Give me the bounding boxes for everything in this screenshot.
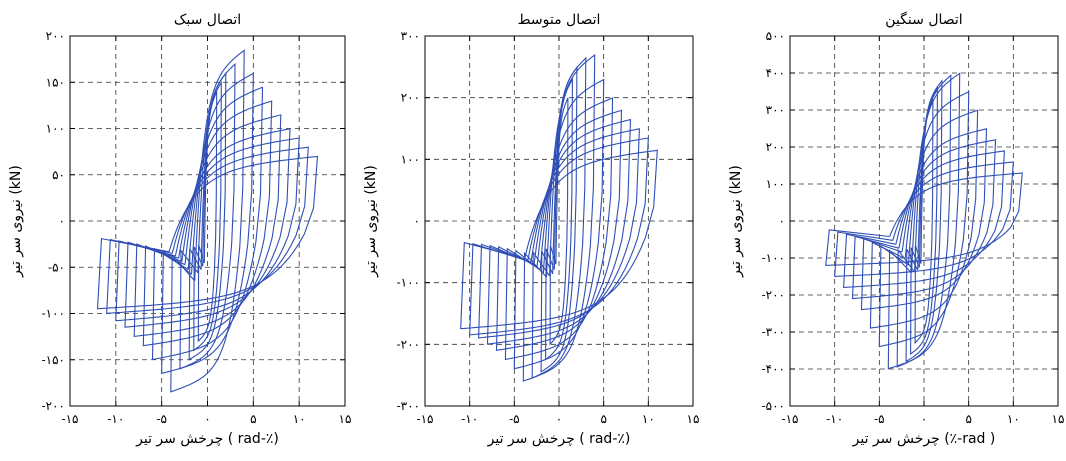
- y-tick-label: -۳۰۰: [762, 325, 785, 339]
- hysteresis-loop-13: [96, 155, 319, 310]
- hysteresis-loop-5: [887, 72, 961, 370]
- x-axis-label: چرخش سر تیر ( rad-٪): [135, 431, 279, 447]
- hysteresis-loop-12: [825, 172, 1023, 266]
- x-tick-label: ۱۰: [1007, 412, 1020, 426]
- chart-title: اتصال متوسط: [518, 12, 601, 28]
- x-axis-label-text: چرخش سر تیر: [487, 431, 580, 447]
- hysteresis-loop-12: [106, 146, 309, 314]
- hysteresis-loop-6: [161, 72, 254, 375]
- y-tick-label: ۱۵۰: [46, 75, 65, 89]
- hysteresis-loop-5: [170, 49, 245, 393]
- y-tick-label: -۱۰۰: [42, 307, 65, 321]
- hysteresis-loop-11: [115, 137, 300, 322]
- chart-title: اتصال سبک: [174, 12, 241, 28]
- hysteresis-loop-12: [460, 149, 658, 330]
- hysteresis-loop-11: [469, 137, 649, 336]
- chart-panel-2: -۱۵ -۱۰ -۵ ۰ ۵ ۱۰ ۱۵ -۳۰۰ -۲۰۰ -۱۰۰ ۰ ۱۰۰ ۲۰۰ ۳۰۰ اتصا…: [363, 12, 699, 447]
- x-tick-label: ۵: [600, 412, 606, 426]
- hysteresis-loop-9: [133, 114, 282, 338]
- x-tick-label: -۵: [156, 412, 167, 426]
- x-tick-label: ۰: [556, 412, 562, 426]
- x-tick-label: ۱۰: [642, 412, 655, 426]
- hysteresis-loop-6: [878, 91, 970, 348]
- hysteresis-loop-6: [513, 78, 605, 370]
- y-tick-label: ۲۰۰: [766, 140, 785, 154]
- hysteresis-loop-4: [179, 62, 236, 370]
- y-tick-label: ۲۰۰: [46, 29, 65, 43]
- x-tick-label: -۱۰: [461, 412, 478, 426]
- x-axis-unit: ( rad-٪): [228, 431, 279, 447]
- y-tick-label: -۲۰۰: [397, 337, 420, 351]
- hysteresis-loop-11: [834, 161, 1014, 277]
- x-axis-unit: (٪-rad ): [944, 431, 995, 447]
- y-tick-label: ۲۰۰: [401, 91, 420, 105]
- y-tick-label: ۵۰: [52, 168, 65, 182]
- x-tick-label: -۱۵: [62, 412, 79, 426]
- hysteresis-loop-5: [522, 53, 596, 382]
- y-tick-label: -۲۰۰: [762, 288, 785, 302]
- x-tick-label: -۱۰: [107, 412, 124, 426]
- x-axis-label-text: چرخش سر تیر: [135, 431, 228, 447]
- x-tick-label: -۱۰: [826, 412, 843, 426]
- x-tick-label: -۱۵: [417, 412, 434, 426]
- x-tick-label: ۵: [965, 412, 971, 426]
- y-tick-label: ۴۰۰: [766, 66, 785, 80]
- hysteresis-loop-9: [851, 139, 997, 300]
- x-axis-label: چرخش سر تیر (٪-rad ): [852, 431, 996, 447]
- y-tick-label: ۱۰۰: [401, 152, 420, 166]
- hysteresis-loop-7: [151, 86, 264, 361]
- hysteresis-loop-8: [142, 100, 273, 347]
- y-axis-label: نیروی سر تیر (kN): [363, 165, 379, 278]
- x-tick-label: -۵: [509, 412, 520, 426]
- x-tick-label: -۱۵: [782, 412, 799, 426]
- y-tick-label: ۰: [414, 214, 420, 228]
- hysteresis-loop-10: [124, 128, 291, 328]
- hysteresis-loop-10: [478, 128, 640, 339]
- y-tick-label: ۳۰۰: [401, 29, 420, 43]
- y-tick-label: ۱۰۰: [46, 122, 65, 136]
- hysteresis-loop-8: [495, 109, 623, 351]
- hysteresis-loop-7: [504, 97, 614, 361]
- x-axis-label-text: چرخش سر تیر: [852, 431, 945, 447]
- hysteresis-loop-2: [545, 77, 573, 361]
- x-tick-label: ۰: [204, 412, 210, 426]
- hysteresis-loop-9: [486, 118, 632, 345]
- x-tick-label: ۱۵: [687, 412, 700, 426]
- y-tick-label: ۱۰۰: [766, 177, 785, 191]
- y-tick-label: -۱۰۰: [397, 276, 420, 290]
- y-tick-label: -۵۰: [48, 260, 65, 274]
- y-tick-label: -۱۵۰: [42, 353, 65, 367]
- x-tick-label: ۰: [921, 412, 927, 426]
- hysteresis-loop-10: [843, 150, 1005, 289]
- x-tick-label: -۵: [874, 412, 885, 426]
- x-axis-label: چرخش سر تیر ( rad-٪): [487, 431, 631, 447]
- chart-panel-1: -۱۵ -۱۰ -۵ ۰ ۵ ۱۰ ۱۵-۲۰۰-۱۵۰-۱۰۰-۵۰۰۵۰۱۰۰۱۵۰۲۰…: [8, 12, 351, 447]
- y-axis-label: نیروی سر تیر (kN): [728, 165, 744, 278]
- y-axis-label: نیروی سر تیر (kN): [8, 165, 24, 278]
- y-tick-label: ۵۰۰: [766, 29, 785, 43]
- chart-title: اتصال سنگین: [885, 11, 962, 28]
- hysteresis-loops: [825, 72, 1023, 370]
- x-axis-unit: ( rad-٪): [579, 431, 630, 447]
- x-tick-label: ۵: [250, 412, 256, 426]
- hysteresis-loop-8: [860, 128, 988, 311]
- y-tick-label: ۰: [59, 214, 65, 228]
- y-tick-label: ۳۰۰: [766, 103, 785, 117]
- chart-panel-3: -۱۵ -۱۰ -۵ ۰ ۵ ۱۰ ۱۵ -۵۰۰ -۴۰۰ -۳۰۰ -۲۰۰ -۱۰۰ ۰ ۱۰۰ ۲۰…: [728, 11, 1064, 447]
- y-tick-label: -۱۰۰: [762, 251, 785, 265]
- x-tick-label: ۱۵: [1052, 412, 1065, 426]
- y-tick-label: -۴۰۰: [762, 362, 785, 376]
- hysteresis-loops: [96, 49, 319, 393]
- y-tick-label: -۲۰۰: [42, 399, 65, 413]
- x-tick-label: ۱۰: [293, 412, 306, 426]
- chart-panels: -۱۵ -۱۰ -۵ ۰ ۵ ۱۰ ۱۵-۲۰۰-۱۵۰-۱۰۰-۵۰۰۵۰۱۰۰۱۵۰۲۰…: [8, 11, 1064, 447]
- y-tick-label: ۰: [779, 214, 785, 228]
- y-tick-label: -۵۰۰: [762, 399, 785, 413]
- hysteresis-loop-7: [869, 109, 979, 329]
- x-tick-label: ۱۵: [339, 412, 352, 426]
- y-tick-label: -۳۰۰: [397, 399, 420, 413]
- hysteresis-loops: [460, 53, 658, 382]
